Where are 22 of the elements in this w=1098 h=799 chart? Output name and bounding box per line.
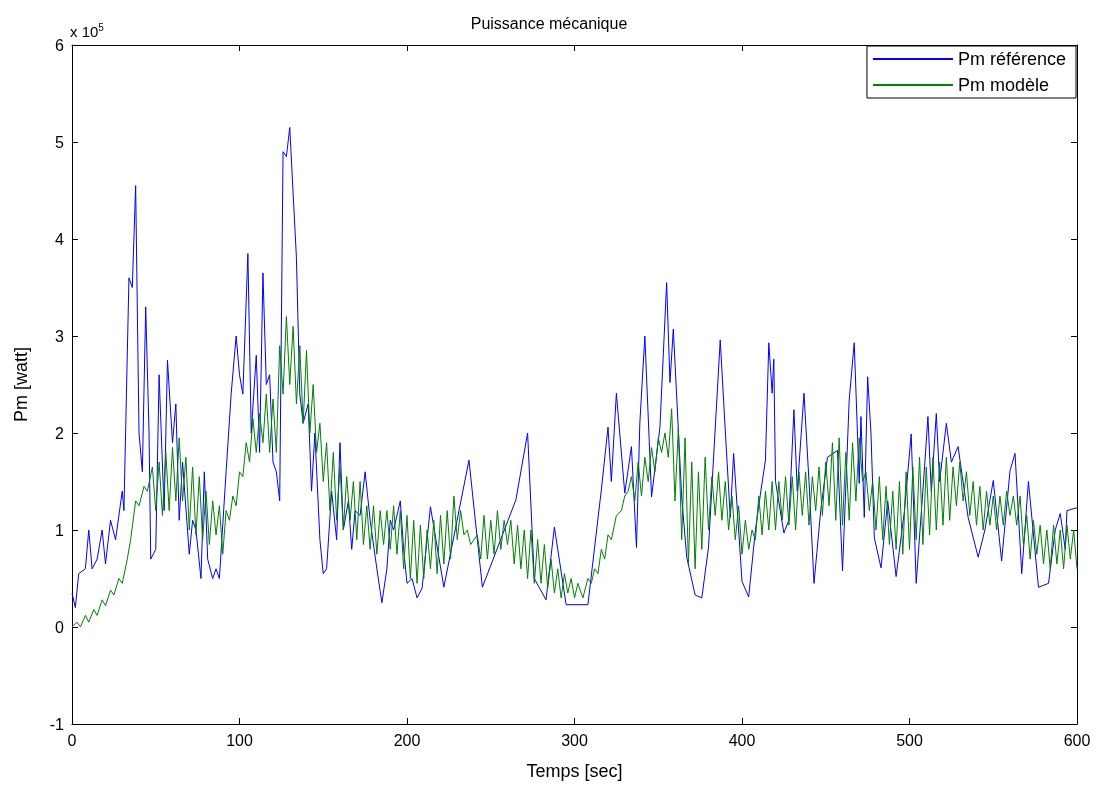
- x-axis-title: Temps [sec]: [526, 761, 623, 781]
- y-tick-label: 5: [55, 133, 65, 151]
- y-tick-label: 0: [55, 618, 65, 636]
- x-tick-label: 300: [561, 731, 588, 749]
- line-series: [71, 126, 1078, 609]
- x-tick-label: 400: [728, 731, 756, 749]
- y-tick-label: 2: [55, 424, 65, 442]
- x-tick-label: 100: [226, 731, 253, 749]
- x-tick-label: 0: [67, 731, 77, 749]
- y-tick-label: 1: [55, 521, 65, 539]
- line-series: [71, 316, 1078, 628]
- x-tick-label: 500: [896, 731, 923, 749]
- y-tick-label: -1: [49, 715, 65, 733]
- y-tick-label: 4: [55, 230, 65, 248]
- x-tick-label: 200: [393, 731, 421, 749]
- legend-label: Pm référence: [957, 49, 1066, 69]
- chart-title: Puissance mécanique: [470, 14, 628, 32]
- legend-label: Pm modèle: [957, 75, 1049, 95]
- y-tick-label: 3: [55, 327, 65, 345]
- y-axis-title: Pm [watt]: [11, 346, 31, 423]
- y-tick-label: 6: [55, 36, 65, 54]
- x-tick-label: 600: [1063, 731, 1091, 749]
